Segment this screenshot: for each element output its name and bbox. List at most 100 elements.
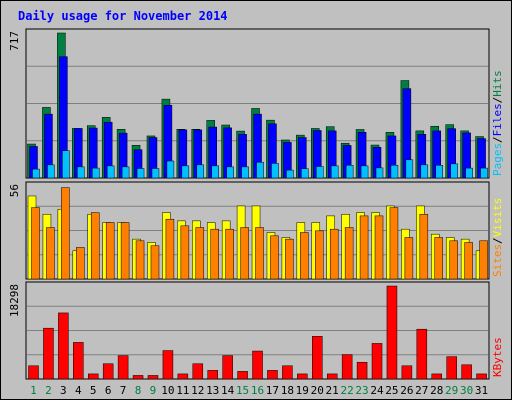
bar-sites-day-4 xyxy=(76,247,85,280)
chart-title: Daily usage for November 2014 xyxy=(18,9,228,23)
bar-pages-day-1 xyxy=(32,168,40,179)
bar-pages-day-21 xyxy=(330,165,339,179)
day-label-31: 31 xyxy=(475,384,488,397)
day-label-14: 14 xyxy=(221,384,235,397)
day-label-1: 1 xyxy=(30,384,37,397)
bar-kbytes-day-23 xyxy=(356,361,368,380)
bar-kbytes-day-29 xyxy=(446,356,457,380)
day-label-22: 22 xyxy=(340,384,353,397)
day-label-23: 23 xyxy=(355,384,368,397)
bar-sites-day-23 xyxy=(359,215,369,280)
bar-kbytes-day-22 xyxy=(341,354,353,380)
bar-kbytes-day-4 xyxy=(73,342,84,380)
day-label-26: 26 xyxy=(400,384,413,397)
bar-sites-day-9 xyxy=(150,245,160,280)
bar-kbytes-day-17 xyxy=(267,370,278,380)
bar-pages-day-2 xyxy=(47,164,55,179)
bar-sites-day-11 xyxy=(180,225,190,280)
bar-kbytes-day-27 xyxy=(416,328,428,380)
bar-sites-day-2 xyxy=(46,227,55,280)
bar-kbytes-day-31 xyxy=(476,373,487,380)
day-label-2: 2 xyxy=(45,384,52,397)
bar-pages-day-20 xyxy=(316,166,324,179)
bar-kbytes-day-6 xyxy=(102,363,114,380)
bar-sites-day-17 xyxy=(270,235,279,280)
bar-sites-day-14 xyxy=(225,228,234,280)
bar-kbytes-day-25 xyxy=(386,285,398,380)
bar-pages-day-8 xyxy=(136,168,145,179)
bar-kbytes-day-11 xyxy=(177,373,189,380)
bar-kbytes-day-24 xyxy=(371,343,383,380)
bar-pages-day-12 xyxy=(196,164,205,179)
day-label-8: 8 xyxy=(135,384,142,397)
bar-sites-day-6 xyxy=(105,222,115,280)
day-label-21: 21 xyxy=(326,384,339,397)
day-label-10: 10 xyxy=(161,384,174,397)
bar-sites-day-24 xyxy=(374,215,384,280)
legend-pages: Pages xyxy=(491,143,504,176)
bar-sites-day-1 xyxy=(31,207,40,280)
bar-sites-day-31 xyxy=(479,240,488,280)
day-label-15: 15 xyxy=(236,384,249,397)
bar-kbytes-day-9 xyxy=(147,375,159,380)
bar-sites-day-21 xyxy=(329,228,339,280)
bar-kbytes-day-8 xyxy=(132,375,144,380)
bar-pages-day-30 xyxy=(465,167,473,179)
day-label-12: 12 xyxy=(191,384,204,397)
bar-kbytes-day-7 xyxy=(117,355,129,380)
bar-pages-day-25 xyxy=(390,165,399,179)
day-label-18: 18 xyxy=(281,384,294,397)
day-label-5: 5 xyxy=(90,384,97,397)
legend-files: Files xyxy=(491,103,504,136)
day-label-11: 11 xyxy=(176,384,189,397)
bar-sites-day-20 xyxy=(315,230,324,280)
panel-kbytes-max-label: 18298 xyxy=(8,284,21,317)
day-label-19: 19 xyxy=(296,384,309,397)
bar-sites-day-28 xyxy=(434,237,444,280)
bar-sites-day-8 xyxy=(135,240,145,280)
bar-sites-day-3 xyxy=(61,187,70,280)
day-label-3: 3 xyxy=(60,384,67,397)
bar-sites-day-13 xyxy=(210,228,219,280)
bar-kbytes-day-1 xyxy=(28,365,39,380)
bar-pages-day-29 xyxy=(450,163,458,179)
bar-pages-day-7 xyxy=(121,166,130,179)
bar-sites-day-18 xyxy=(285,238,294,280)
legend-kbytes: KBytes xyxy=(491,337,504,377)
day-label-28: 28 xyxy=(430,384,443,397)
bar-kbytes-day-18 xyxy=(282,365,293,380)
bar-kbytes-day-20 xyxy=(312,336,323,380)
legend-sites: Sites xyxy=(491,244,504,277)
bar-kbytes-day-19 xyxy=(297,373,308,380)
bar-sites-day-26 xyxy=(404,237,414,280)
bar-pages-day-13 xyxy=(211,165,219,179)
bar-kbytes-day-14 xyxy=(222,355,233,380)
bar-kbytes-day-26 xyxy=(401,365,413,380)
bar-pages-day-16 xyxy=(256,161,264,179)
bar-kbytes-day-13 xyxy=(207,370,218,380)
day-label-30: 30 xyxy=(460,384,473,397)
bar-kbytes-day-12 xyxy=(192,363,204,380)
panel-visits-sites-max-label: 56 xyxy=(8,184,21,197)
bar-kbytes-day-2 xyxy=(43,327,54,380)
legend-separator: / xyxy=(491,97,504,104)
day-label-17: 17 xyxy=(266,384,279,397)
bar-pages-day-23 xyxy=(360,165,369,179)
bar-pages-day-15 xyxy=(241,166,249,179)
bar-pages-day-24 xyxy=(375,167,384,179)
bar-pages-day-3 xyxy=(62,150,70,179)
day-label-27: 27 xyxy=(415,384,428,397)
bar-sites-day-25 xyxy=(389,207,399,280)
bar-sites-day-15 xyxy=(240,227,249,280)
bar-sites-day-27 xyxy=(419,213,429,280)
bar-sites-day-29 xyxy=(449,240,458,280)
bar-kbytes-day-16 xyxy=(252,350,263,380)
bar-kbytes-day-3 xyxy=(58,312,69,380)
bar-sites-day-19 xyxy=(300,232,309,280)
legend-separator: / xyxy=(491,136,504,143)
bar-pages-day-6 xyxy=(106,165,115,179)
bar-pages-day-26 xyxy=(405,159,414,179)
bar-sites-day-22 xyxy=(344,227,354,280)
